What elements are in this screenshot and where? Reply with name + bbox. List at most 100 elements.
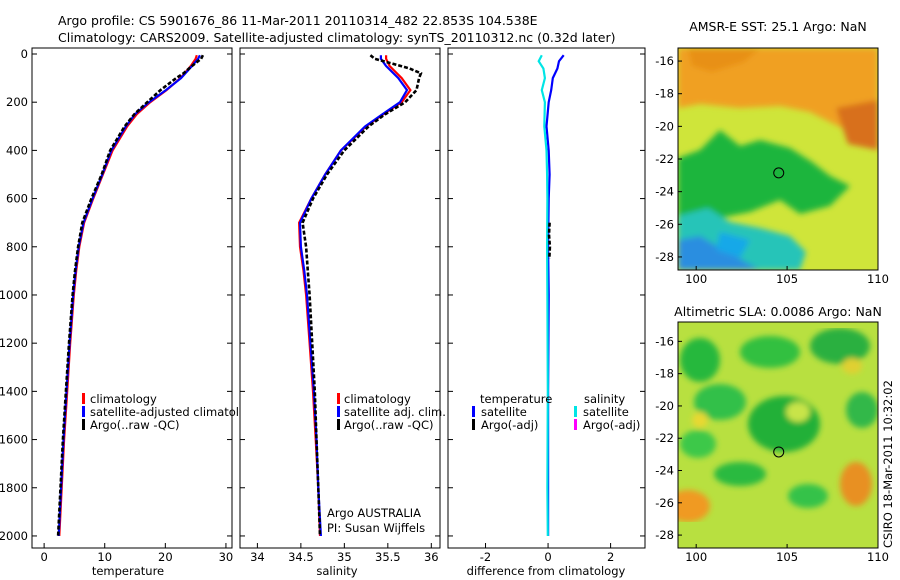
legend-swatch-salinity-satellite [574, 406, 577, 417]
x-tick-label: 35 [337, 550, 352, 564]
map-y-tick-label: -26 [655, 496, 674, 510]
legend-label-salinity-argo: Argo(-adj) [583, 418, 640, 432]
sla-warm-spot [678, 490, 710, 522]
x-tick-label: 20 [158, 550, 173, 564]
legend-label-climatology: climatology [344, 392, 411, 406]
legend-swatch-temperature-satellite [472, 406, 475, 417]
sst-hot-spot [836, 100, 878, 150]
argo-float-location-marker [773, 446, 785, 458]
y-tick-label: 200 [6, 95, 28, 109]
series-line-temperature-argo-adj- [547, 222, 552, 259]
map-y-tick-label: -22 [655, 431, 674, 445]
legend-title-salinity: salinity [584, 392, 625, 406]
y-tick-label: 0 [21, 47, 28, 61]
map-y-tick-label: -24 [655, 464, 674, 478]
x-tick-label: 34 [250, 550, 265, 564]
legend-swatch-argo [337, 419, 340, 430]
legend-label-climatology: climatology [90, 392, 157, 406]
sla-yellow-spot [842, 358, 862, 374]
sla-blob [714, 462, 766, 486]
map-y-tick-label: -24 [655, 185, 674, 199]
sst-warm-core [688, 48, 760, 72]
map-x-tick-label: 110 [867, 550, 889, 564]
difference-legend: temperature salinity satellite Argo(-adj… [472, 392, 640, 432]
sla-blob [748, 396, 820, 452]
y-tick-label: 1200 [0, 336, 28, 350]
x-tick-label: -2 [480, 550, 491, 564]
principal-investigator-annotation: PI: Susan Wijffels [327, 521, 425, 535]
csiro-timestamp-label: CSIRO 18-Mar-2011 10:32:02 [881, 380, 895, 548]
salinity-ticks: 34 34.5 35 35.5 36 [240, 53, 440, 564]
salinity-series [297, 54, 423, 537]
legend-label-argo: Argo(..raw -QC) [90, 418, 180, 432]
x-tick-label: 0 [40, 550, 47, 564]
series-line-salinity-satellite [537, 54, 549, 537]
sst-map-ticks: 100 105 110 -16 -18 -20 -22 -24 -26 -28 [655, 54, 889, 286]
legend-label-temperature-argo: Argo(-adj) [481, 418, 538, 432]
sst-green-band [678, 130, 850, 222]
y-tick-label: 800 [6, 240, 28, 254]
sla-map-frame [677, 321, 879, 549]
temperature-legend: climatology satellite-adjusted climatolo… [82, 392, 260, 432]
legend-label-argo: Argo(..raw -QC) [344, 418, 434, 432]
legend-swatch-climatology [82, 393, 85, 404]
legend-swatch-salinity-argo [574, 419, 577, 430]
sla-blob [788, 484, 828, 508]
map-y-tick-label: -28 [655, 250, 674, 264]
difference-ticks: -2 0 2 [448, 53, 645, 564]
map-y-tick-label: -22 [655, 152, 674, 166]
sla-blob [680, 430, 716, 458]
x-tick-label: 10 [97, 550, 112, 564]
sst-map-panel: AMSR-E SST: 25.1 Argo: NaN 100 105 110 -16 -… [655, 19, 889, 286]
salinity-panel: 34 34.5 35 35.5 36 salinity climatology sate… [239, 47, 446, 578]
y-tick-label: 1800 [0, 481, 28, 495]
legend-swatch-temperature-argo [472, 419, 475, 430]
legend-swatch-satellite-adjusted [82, 406, 85, 417]
legend-swatch-argo [82, 419, 85, 430]
map-x-tick-label: 105 [776, 550, 798, 564]
y-tick-label: 1400 [0, 384, 28, 398]
map-y-tick-label: -16 [655, 334, 674, 348]
x-tick-label: 34.5 [288, 550, 314, 564]
map-x-tick-label: 110 [867, 272, 889, 286]
y-tick-label: 2000 [0, 529, 28, 543]
sla-blob [846, 392, 878, 428]
x-tick-label: 30 [219, 550, 234, 564]
x-tick-label: 0 [544, 550, 551, 564]
sst-heatmap [678, 48, 878, 270]
temperature-series [56, 54, 205, 537]
salinity-xlabel: salinity [316, 564, 357, 578]
x-tick-label: 35.5 [375, 550, 401, 564]
y-tick-label: 600 [6, 192, 28, 206]
salinity-legend: climatology satellite adj. clim. Argo(..… [337, 392, 446, 432]
sst-heatmap-blobs [678, 48, 878, 270]
temperature-ticks: 0 10 20 30 0 200 400 600 800 1000 1200 1400 1600 1800… [0, 47, 233, 564]
map-y-tick-label: -18 [655, 367, 674, 381]
legend-label-satellite-adjusted: satellite-adjusted climatology [90, 405, 260, 419]
sla-blob [740, 336, 800, 368]
y-tick-label: 1600 [0, 433, 28, 447]
figure-title-line-1: Argo profile: CS 5901676_86 11-Mar-2011 … [58, 13, 538, 28]
legend-swatch-satellite-adj [337, 406, 340, 417]
sla-blob [810, 328, 870, 364]
figure-title-line-2: Climatology: CARS2009. Satellite-adjuste… [58, 30, 615, 45]
y-tick-label: 1000 [0, 288, 28, 302]
sla-map-title: Altimetric SLA: 0.0086 Argo: NaN [674, 304, 882, 319]
difference-panel: -2 0 2 difference from climatology tempera… [447, 47, 646, 578]
map-y-tick-label: -26 [655, 217, 674, 231]
temperature-panel: 0 10 20 30 0 200 400 600 800 1000 1200 1400 1600 1800… [0, 47, 260, 578]
map-x-tick-label: 105 [776, 272, 798, 286]
sst-cold-region [678, 236, 760, 270]
sst-map-title: AMSR-E SST: 25.1 Argo: NaN [689, 19, 867, 34]
argo-float-location-marker [773, 167, 785, 179]
sla-heatmap [678, 322, 878, 548]
map-y-tick-label: -20 [655, 399, 674, 413]
temperature-axes-frame [31, 47, 233, 549]
series-line-argo-raw-qc- [301, 54, 423, 537]
temperature-xlabel: temperature [92, 564, 164, 578]
legend-label-satellite-adj: satellite adj. clim. [344, 405, 446, 419]
legend-label-temperature-satellite: satellite [481, 405, 527, 419]
float-agency-annotation: Argo AUSTRALIA [327, 506, 421, 520]
map-x-tick-label: 100 [685, 272, 707, 286]
